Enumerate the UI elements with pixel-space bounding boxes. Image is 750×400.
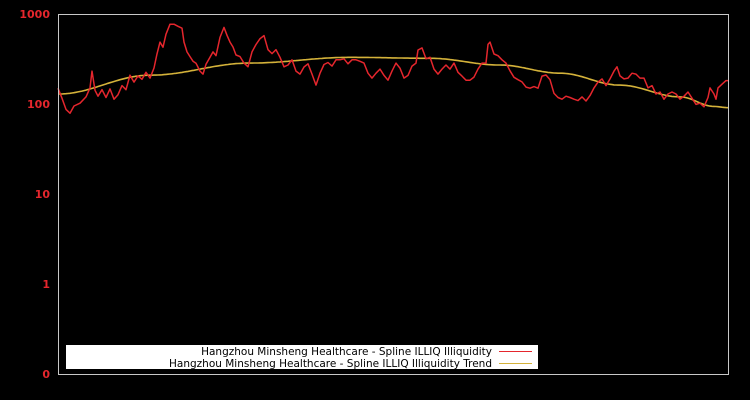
- y-tick-label: 1: [42, 278, 50, 291]
- y-tick-label: 100: [27, 98, 50, 111]
- legend-label-illiquidity: Hangzhou Minsheng Healthcare - Spline IL…: [201, 346, 492, 358]
- legend-label-trend: Hangzhou Minsheng Healthcare - Spline IL…: [169, 358, 492, 370]
- y-tick-label: 0: [42, 368, 50, 381]
- plot-series: [57, 23, 729, 114]
- legend: Hangzhou Minsheng Healthcare - Spline IL…: [66, 345, 538, 370]
- plot-area-frame: [58, 14, 729, 375]
- illiquidity-line: [57, 23, 728, 114]
- trend-line: [58, 56, 729, 109]
- y-tick-label: 1000: [19, 8, 50, 21]
- legend-background: [66, 345, 538, 369]
- y-tick-label: 10: [35, 188, 51, 201]
